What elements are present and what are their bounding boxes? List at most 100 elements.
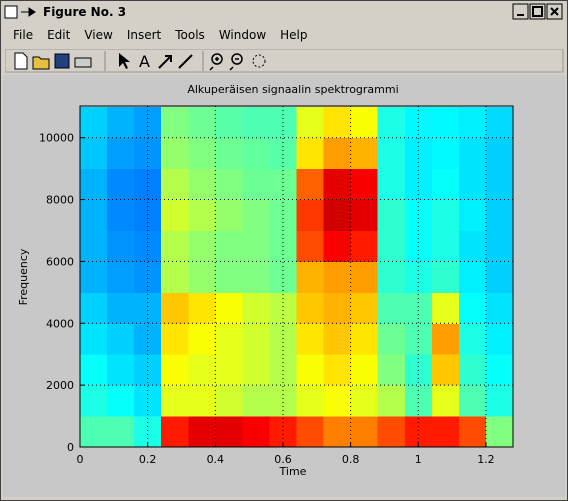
- heatmap-cell: [485, 292, 514, 324]
- open-icon[interactable]: [32, 56, 50, 70]
- heatmap-cell: [458, 230, 487, 262]
- heatmap-cell: [431, 106, 460, 139]
- zoom-out-glyph: [229, 58, 239, 71]
- heatmap-cell: [161, 230, 189, 262]
- heatmap-cell: [431, 416, 460, 448]
- heatmap-cell: [188, 199, 216, 231]
- heatmap-cell: [188, 385, 216, 417]
- heatmap-cell: [242, 199, 270, 231]
- heatmap-cell: [377, 292, 406, 324]
- heatmap-cell: [431, 199, 460, 231]
- heatmap-cell: [107, 106, 135, 139]
- heatmap-cell: [80, 354, 108, 386]
- heatmap-cell: [269, 385, 297, 417]
- heatmap-cell: [80, 261, 108, 293]
- heatmap-cell: [404, 168, 433, 201]
- heatmap-cell: [323, 230, 352, 262]
- text-icon[interactable]: A: [139, 52, 150, 71]
- heatmap-cell: [458, 168, 487, 201]
- menu-item[interactable]: View: [84, 28, 113, 42]
- heatmap-cell: [323, 292, 352, 324]
- heatmap-cell: [350, 199, 379, 231]
- heatmap-cell: [485, 199, 514, 231]
- heatmap-cell: [161, 106, 189, 139]
- heatmap-cell: [134, 354, 162, 386]
- window-title: Figure No. 3: [43, 5, 127, 19]
- heatmap-cell: [377, 106, 406, 139]
- x-tick-label: 1.2: [477, 453, 495, 466]
- heatmap-cell: [296, 292, 325, 324]
- heatmap-cell: [377, 385, 406, 417]
- heatmap-cell: [404, 385, 433, 417]
- heatmap-cell: [431, 323, 460, 355]
- zoom-out-icon[interactable]: [231, 53, 243, 65]
- heatmap-cell: [458, 323, 487, 355]
- heatmap-cell: [188, 323, 216, 355]
- heatmap-cell: [215, 292, 243, 324]
- heatmap-cell: [350, 230, 379, 262]
- heatmap-cell: [431, 230, 460, 262]
- select-icon[interactable]: [119, 53, 130, 69]
- heatmap-cell: [107, 137, 135, 170]
- heatmap-cell: [485, 323, 514, 355]
- heatmap-cell: [107, 230, 135, 262]
- menu-item[interactable]: File: [13, 28, 34, 42]
- heatmap-cell: [161, 199, 189, 231]
- heatmap-cell: [188, 168, 216, 201]
- heatmap-cell: [458, 106, 487, 139]
- minimize-button[interactable]: [512, 3, 529, 20]
- menu-item[interactable]: Insert: [126, 28, 162, 42]
- new-icon[interactable]: [14, 52, 28, 70]
- close-glyph: [550, 7, 559, 16]
- heatmap-cell: [485, 261, 514, 293]
- heatmap-cell: [431, 137, 460, 170]
- menu-item[interactable]: Tools: [175, 28, 205, 42]
- menu-item[interactable]: Window: [218, 28, 267, 42]
- heatmap-cell: [269, 292, 297, 324]
- heatmap-cell: [296, 416, 325, 448]
- zoom-in-icon[interactable]: [211, 53, 223, 65]
- heatmap-cell: [242, 354, 270, 386]
- heatmap-cell: [107, 416, 135, 448]
- heatmap-cell: [242, 323, 270, 355]
- heatmap-cell: [350, 354, 379, 386]
- heatmap-cell: [215, 354, 243, 386]
- menu-item[interactable]: Help: [280, 28, 308, 42]
- toolbar-frame: [5, 49, 564, 73]
- x-tick-label: 0: [77, 453, 84, 466]
- menu-item[interactable]: Edit: [47, 28, 71, 42]
- heatmap-cell: [188, 261, 216, 293]
- heatmap-cell: [296, 106, 325, 139]
- heatmap-cell: [161, 323, 189, 355]
- heatmap-cell: [296, 385, 325, 417]
- heatmap-cell: [161, 261, 189, 293]
- arrow-icon[interactable]: [158, 55, 172, 69]
- heatmap-cell: [350, 385, 379, 417]
- heatmap-cell: [215, 168, 243, 201]
- x-tick-label: 0.2: [139, 453, 157, 466]
- heatmap-cell: [134, 385, 162, 417]
- heatmap-cell: [215, 416, 243, 448]
- rotate-icon[interactable]: [252, 54, 266, 68]
- heatmap-cell: [161, 137, 189, 170]
- heatmap-cell: [215, 261, 243, 293]
- heatmap-cell: [161, 354, 189, 386]
- heatmap-cell: [350, 323, 379, 355]
- heatmap-cell: [350, 106, 379, 139]
- x-tick-label: 1: [415, 453, 422, 466]
- heatmap-cell: [215, 199, 243, 231]
- line-icon[interactable]: [178, 54, 193, 69]
- heatmap-cell: [80, 323, 108, 355]
- chart-title: Alkuperäisen signaalin spektrogrammi: [187, 83, 398, 96]
- x-tick-label: 0.6: [274, 453, 292, 466]
- heatmap-cell: [323, 385, 352, 417]
- save-icon[interactable]: [54, 53, 70, 69]
- heatmap-cell: [485, 137, 514, 170]
- heatmap-cell: [80, 230, 108, 262]
- heatmap-cell: [242, 261, 270, 293]
- heatmap-cell: [431, 385, 460, 417]
- heatmap-cell: [404, 354, 433, 386]
- heatmap-cell: [107, 199, 135, 231]
- print-icon[interactable]: [74, 57, 92, 68]
